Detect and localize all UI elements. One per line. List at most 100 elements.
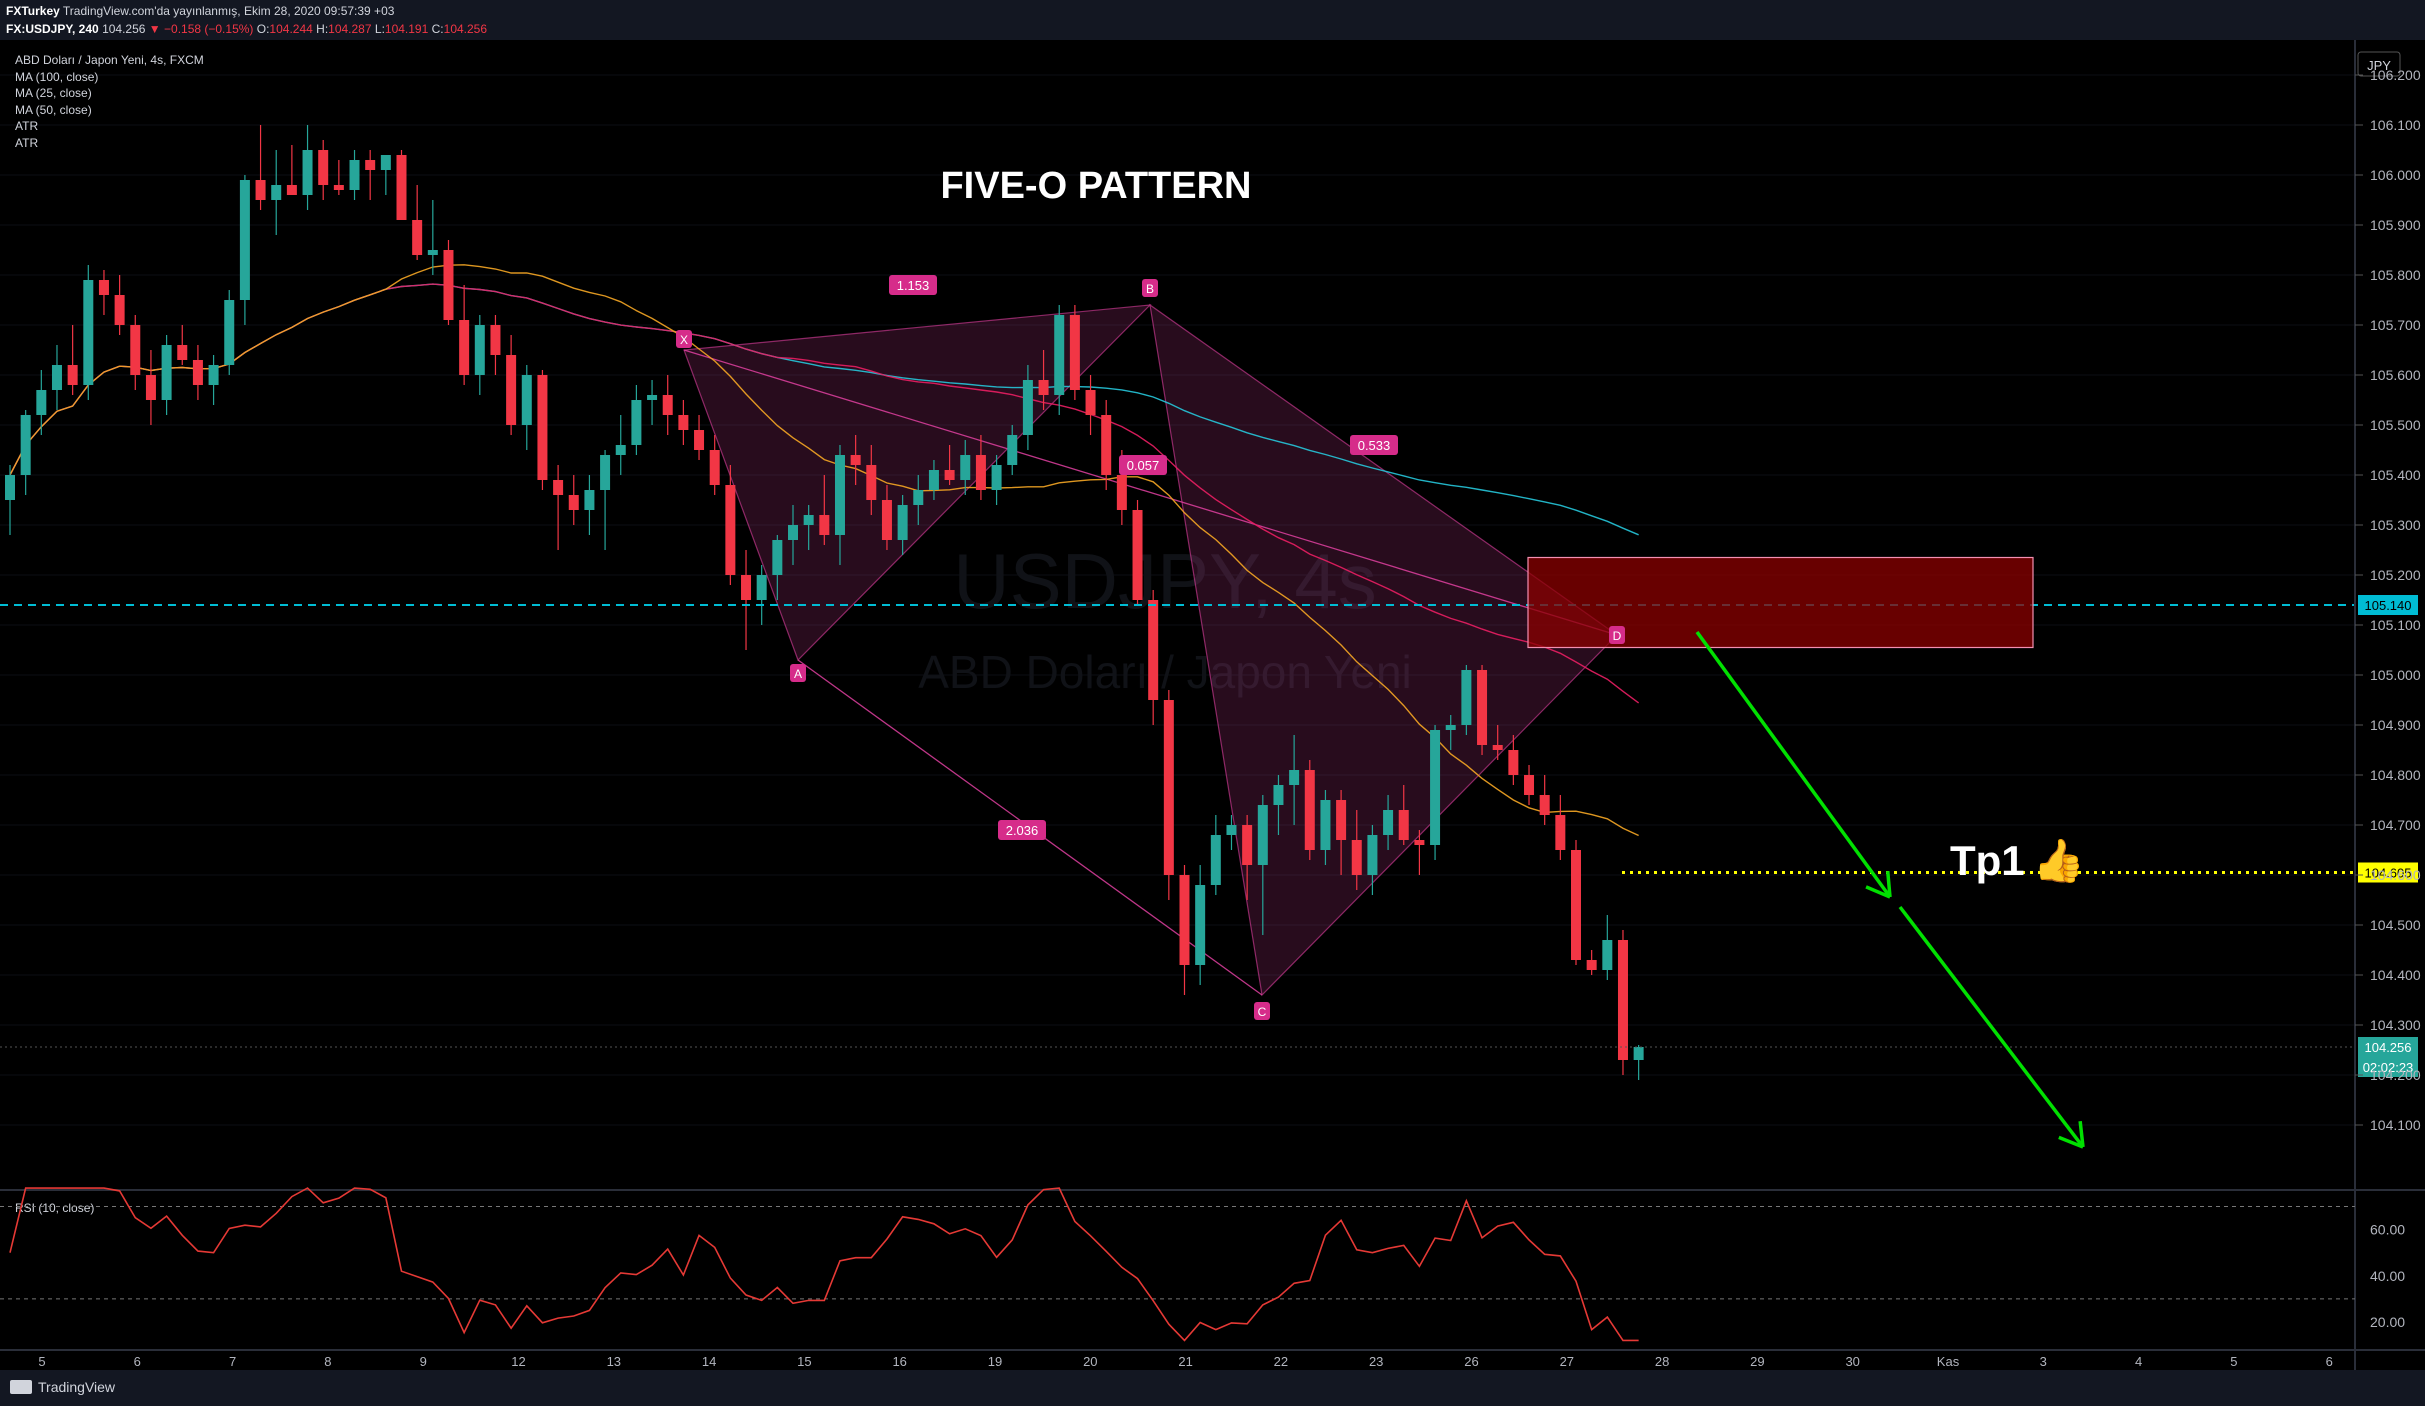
- candle[interactable]: [913, 475, 924, 525]
- candle[interactable]: [1148, 590, 1159, 725]
- candle[interactable]: [506, 335, 517, 435]
- candle[interactable]: [1085, 375, 1096, 435]
- candle[interactable]: [1038, 350, 1049, 410]
- time-axis[interactable]: 5 6 7 8 9 12 13 14 15 16 19 20 21 22 23 26 27 28 29 30 Kas 3 4…: [0, 1349, 2425, 1369]
- candle[interactable]: [1492, 725, 1503, 760]
- candle[interactable]: [1179, 865, 1190, 995]
- candle[interactable]: [1054, 305, 1065, 415]
- candle[interactable]: [1445, 715, 1456, 750]
- candle[interactable]: [380, 155, 391, 195]
- candle[interactable]: [928, 460, 939, 500]
- candle[interactable]: [1336, 790, 1347, 875]
- legend-atr[interactable]: ATR: [15, 119, 39, 133]
- candle[interactable]: [1555, 795, 1566, 860]
- candle[interactable]: [1351, 810, 1362, 890]
- candle[interactable]: [1430, 725, 1441, 860]
- candle[interactable]: [647, 380, 658, 425]
- candle[interactable]: [756, 565, 767, 625]
- candle[interactable]: [1383, 795, 1394, 850]
- candle[interactable]: [1633, 1045, 1644, 1080]
- supply-zone-box[interactable]: [1527, 556, 2034, 649]
- candle[interactable]: [177, 325, 188, 365]
- candle[interactable]: [130, 315, 141, 390]
- candle[interactable]: [239, 175, 250, 325]
- candle[interactable]: [286, 145, 297, 195]
- rsi-pane[interactable]: RSI (10, close) 60.00 40.00 20.00: [0, 1187, 2425, 1342]
- candle[interactable]: [1257, 795, 1268, 935]
- candle[interactable]: [1007, 425, 1018, 475]
- candle[interactable]: [1508, 735, 1519, 785]
- candle[interactable]: [1226, 815, 1237, 850]
- pattern-triangle-xab[interactable]: [683, 304, 1152, 662]
- candle[interactable]: [459, 285, 470, 385]
- candle[interactable]: [5, 465, 15, 535]
- candle[interactable]: [1539, 775, 1550, 825]
- legend-ma25[interactable]: MA (25, close): [15, 86, 92, 100]
- candle[interactable]: [114, 275, 125, 335]
- candle[interactable]: [975, 435, 986, 500]
- candle[interactable]: [631, 385, 642, 455]
- candle[interactable]: [694, 415, 705, 460]
- candle[interactable]: [161, 335, 172, 415]
- candle[interactable]: [83, 265, 94, 400]
- candle[interactable]: [788, 505, 798, 565]
- candle[interactable]: [521, 365, 532, 450]
- candle[interactable]: [850, 435, 861, 485]
- publisher-name[interactable]: FXTurkey: [6, 4, 60, 18]
- candle[interactable]: [803, 505, 814, 550]
- projection-arrows[interactable]: [1695, 630, 2085, 1149]
- legend-ma50[interactable]: MA (50, close): [15, 102, 92, 117]
- candle[interactable]: [98, 270, 109, 315]
- candle[interactable]: [1101, 400, 1112, 490]
- candle[interactable]: [427, 200, 438, 275]
- candle[interactable]: [349, 150, 360, 200]
- candle[interactable]: [600, 450, 611, 550]
- candle[interactable]: [1242, 815, 1253, 900]
- candle[interactable]: [224, 290, 235, 375]
- candle[interactable]: [208, 355, 219, 405]
- candle[interactable]: [302, 125, 313, 210]
- candle[interactable]: [584, 475, 595, 535]
- candle[interactable]: [36, 370, 47, 435]
- candle[interactable]: [1477, 665, 1488, 755]
- candle[interactable]: [1414, 830, 1425, 875]
- candle[interactable]: [960, 440, 971, 495]
- candle[interactable]: [1132, 500, 1143, 605]
- candle[interactable]: [51, 345, 62, 410]
- supply-zone[interactable]: [1527, 556, 2034, 649]
- candle[interactable]: [1022, 365, 1033, 450]
- candle[interactable]: [490, 315, 501, 375]
- candle[interactable]: [1461, 665, 1472, 735]
- candle[interactable]: [881, 485, 892, 550]
- candle[interactable]: [553, 465, 564, 550]
- candle[interactable]: [678, 400, 689, 445]
- candle[interactable]: [709, 435, 720, 495]
- candle[interactable]: [365, 150, 376, 200]
- candle[interactable]: [396, 150, 407, 220]
- candle[interactable]: [474, 315, 485, 395]
- candle[interactable]: [1163, 690, 1174, 900]
- candle[interactable]: [662, 375, 673, 435]
- legend-ma100[interactable]: MA (100, close): [15, 69, 99, 84]
- candle[interactable]: [192, 345, 203, 400]
- candle[interactable]: [725, 465, 736, 585]
- candle[interactable]: [255, 125, 266, 210]
- candle[interactable]: [991, 455, 1002, 505]
- candle[interactable]: [412, 185, 423, 260]
- candle[interactable]: [741, 550, 752, 650]
- candle[interactable]: [1602, 915, 1613, 980]
- candle[interactable]: [1320, 790, 1331, 865]
- candles[interactable]: [5, 125, 1644, 1080]
- currency-badge[interactable]: [2357, 51, 2401, 77]
- arrow-to-tp1[interactable]: [1695, 630, 1892, 899]
- candle[interactable]: [1273, 775, 1284, 835]
- candle[interactable]: [443, 240, 454, 325]
- legend-atr-2[interactable]: ATR: [15, 135, 39, 150]
- candle[interactable]: [537, 370, 548, 490]
- candle[interactable]: [866, 445, 877, 515]
- candle[interactable]: [1069, 305, 1080, 400]
- candle[interactable]: [944, 445, 955, 485]
- candle[interactable]: [772, 535, 783, 600]
- arrow-extension[interactable]: [1898, 905, 2085, 1149]
